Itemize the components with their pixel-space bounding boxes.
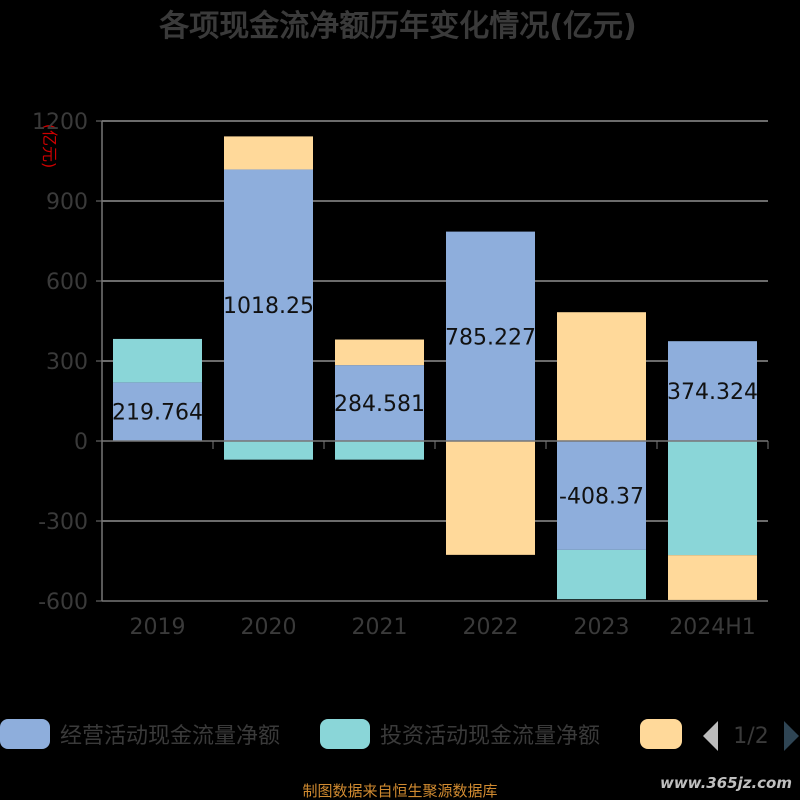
bar-segment	[668, 441, 757, 556]
x-tick-label: 2024H1	[669, 615, 756, 640]
bar-segment	[224, 136, 313, 170]
legend-label-investing: 投资活动现金流量净额	[380, 724, 600, 749]
bar-segment	[557, 312, 646, 441]
legend-label-operating: 经营活动现金流量净额	[60, 724, 280, 749]
y-tick-label: 1200	[32, 110, 88, 135]
y-axis-ticks: -600 -300 0 300 600 900 1200	[32, 110, 102, 615]
bar-segment	[113, 338, 202, 383]
x-tick-label: 2020	[241, 615, 297, 640]
bar-segment	[557, 549, 646, 600]
y-tick-label: 900	[46, 190, 88, 215]
data-label: 374.324	[667, 380, 758, 405]
legend-page-indicator: 1/2	[733, 724, 768, 749]
x-tick-label: 2023	[574, 615, 630, 640]
x-tick-label: 2021	[352, 615, 408, 640]
bar-segment	[335, 365, 424, 441]
bar-segment	[224, 169, 313, 441]
legend-item-financing[interactable]	[640, 719, 682, 749]
bar-segment	[557, 441, 646, 550]
data-labels: 219.764 1018.25 284.581 785.227 -408.37 374.3…	[112, 294, 758, 509]
bar-segment	[446, 231, 535, 441]
data-label: 1018.25	[223, 294, 314, 319]
legend-item-investing[interactable]: 投资活动现金流量净额	[320, 719, 600, 749]
chart-title: 各项现金流净额历年变化情况(亿元)	[158, 9, 636, 44]
bar-segment	[335, 441, 424, 460]
bar-segment	[668, 555, 757, 600]
legend-swatch-operating	[0, 719, 50, 749]
legend: 经营活动现金流量净额 投资活动现金流量净额 1/2	[0, 719, 799, 751]
bar-segment	[224, 441, 313, 460]
y-tick-label: -600	[38, 590, 88, 615]
x-tick-label: 2019	[130, 615, 186, 640]
y-tick-label: -300	[38, 510, 88, 535]
data-label: 785.227	[445, 325, 536, 350]
x-axis-ticks: 2019 2020 2021 2022 2023 2024H1	[130, 615, 756, 640]
bars	[113, 136, 757, 600]
y-axis-label: (亿元)	[40, 124, 59, 169]
legend-prev-page-icon[interactable]	[703, 721, 718, 751]
y-tick-label: 600	[46, 270, 88, 295]
data-label: 219.764	[112, 401, 203, 426]
watermark: www.365jz.com	[660, 774, 792, 792]
axes	[101, 121, 769, 602]
legend-swatch-financing	[640, 719, 682, 749]
y-tick-label: 0	[74, 430, 88, 455]
source-note: 制图数据来自恒生聚源数据库	[302, 782, 497, 800]
y-tick-label: 300	[46, 350, 88, 375]
bar-segment	[335, 339, 424, 366]
bar-segment	[446, 441, 535, 555]
data-label: -408.37	[559, 484, 644, 509]
x-tick-label: 2022	[463, 615, 519, 640]
bar-segment	[113, 382, 202, 441]
data-label: 284.581	[334, 392, 425, 417]
legend-next-page-icon[interactable]	[784, 721, 799, 751]
bar-segment	[668, 341, 757, 441]
legend-item-operating[interactable]: 经营活动现金流量净额	[0, 719, 280, 749]
legend-swatch-investing	[320, 719, 370, 749]
